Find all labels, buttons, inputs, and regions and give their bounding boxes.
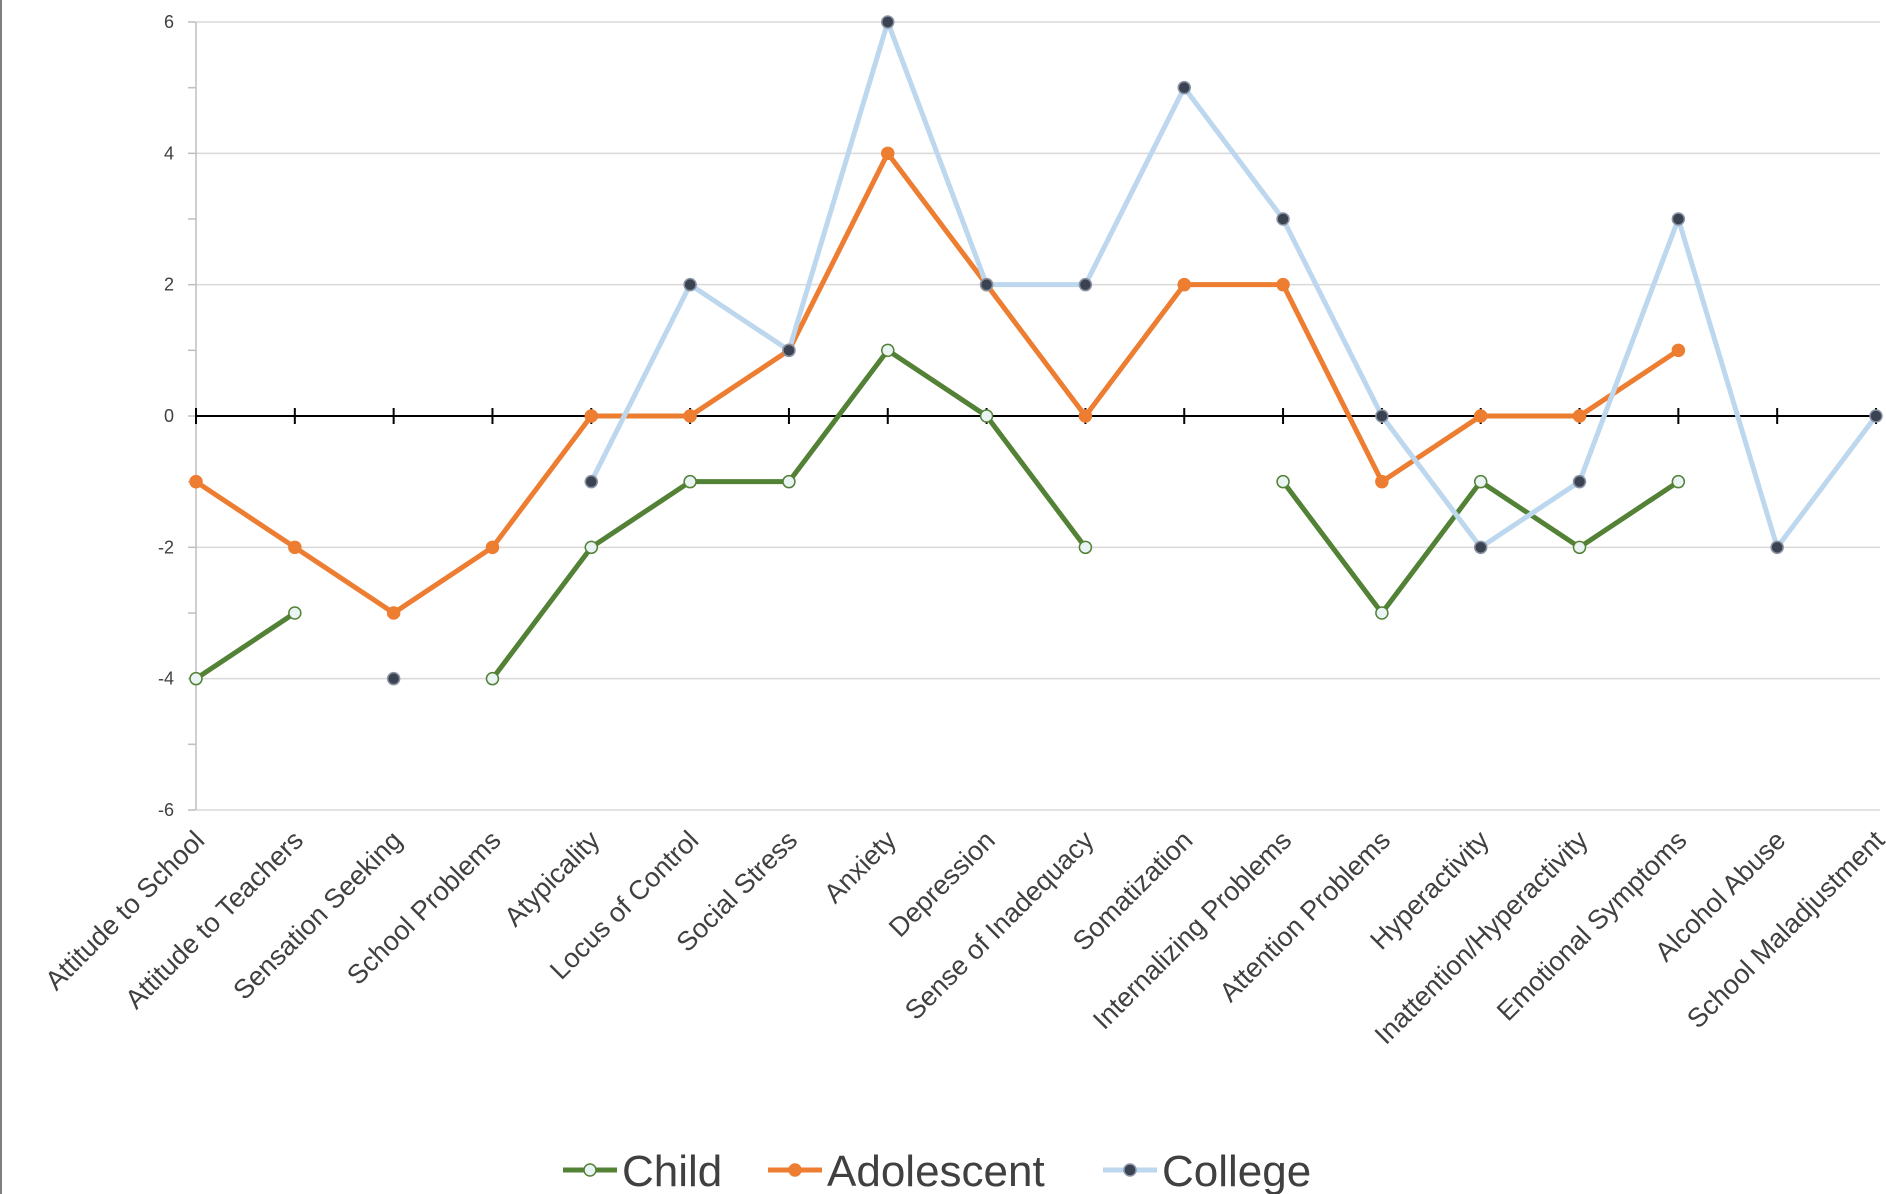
legend-label-adolescent: Adolescent — [827, 1147, 1045, 1194]
series-line-child — [489, 347, 1088, 682]
data-point-adolescent — [1572, 409, 1587, 423]
x-tick-label: Sense of Inadequacy — [899, 825, 1100, 1026]
data-point-college — [1276, 212, 1290, 226]
x-tick-label: Attitude to Teachers — [119, 825, 309, 1015]
y-tick-label: -2 — [158, 537, 174, 557]
data-point-adolescent — [683, 409, 697, 423]
y-tick-label: 4 — [164, 143, 174, 163]
y-tick-label: 6 — [164, 12, 174, 32]
data-point-college — [782, 343, 796, 358]
x-tick-label: School Maladjustment — [1681, 825, 1886, 1034]
legend-label-child: Child — [622, 1147, 722, 1194]
legend-label-college: College — [1162, 1147, 1311, 1194]
x-tick-label: Emotional Symptoms — [1491, 825, 1693, 1027]
data-point-child — [1572, 540, 1587, 555]
data-point-child — [979, 409, 994, 423]
data-point-adolescent — [1375, 474, 1389, 489]
data-point-child — [288, 606, 302, 620]
legend-marker-child — [583, 1163, 597, 1177]
y-tick-label: -4 — [158, 669, 174, 689]
data-point-adolescent — [1671, 343, 1686, 358]
y-tick-label: -6 — [158, 800, 174, 820]
data-point-child — [1375, 606, 1389, 620]
data-point-college — [1671, 212, 1686, 226]
data-point-child — [485, 671, 500, 686]
series-line-child — [193, 610, 298, 682]
data-point-child — [189, 671, 203, 686]
data-point-college — [1770, 540, 1784, 555]
data-point-child — [584, 540, 599, 555]
y-tick-label: 0 — [164, 406, 174, 426]
data-point-college — [1572, 474, 1587, 489]
gridlines — [196, 21, 1880, 811]
data-point-child — [1276, 474, 1290, 489]
data-point-college — [881, 15, 895, 29]
data-point-college — [386, 671, 401, 686]
data-point-adolescent — [1473, 409, 1488, 423]
x-tick-label: Attention Problems — [1214, 825, 1397, 1008]
x-tick-label: Atypicality — [498, 825, 606, 933]
series-line-college — [588, 19, 1879, 550]
x-tick-label: Anxiety — [818, 825, 902, 909]
legend-marker-college — [1123, 1163, 1137, 1177]
data-point-adolescent — [386, 606, 401, 620]
data-point-college — [1375, 409, 1389, 423]
series-line-adolescent — [193, 150, 1681, 616]
y-tick-label: 2 — [164, 275, 174, 295]
data-point-child — [1671, 474, 1686, 489]
data-point-adolescent — [584, 409, 599, 423]
data-point-child — [881, 343, 895, 358]
data-point-college — [584, 474, 599, 489]
legend: Child Adolescent College — [563, 1147, 1311, 1194]
data-point-college — [1869, 409, 1883, 423]
x-tick-label: Sensation Seeking — [227, 825, 407, 1005]
data-point-adolescent — [288, 540, 302, 555]
data-point-college — [1078, 277, 1093, 292]
x-tick-label: Internalizing Problems — [1087, 825, 1297, 1035]
data-point-college — [683, 277, 697, 292]
data-markers — [189, 15, 1883, 686]
data-point-college — [979, 277, 994, 292]
data-point-child — [1473, 474, 1488, 489]
data-point-adolescent — [881, 146, 895, 161]
data-point-child — [1078, 540, 1093, 555]
data-point-college — [1473, 540, 1488, 555]
legend-marker-adolescent — [788, 1163, 802, 1177]
data-point-college — [1177, 80, 1191, 95]
data-point-child — [782, 474, 796, 489]
data-point-adolescent — [1078, 409, 1093, 423]
data-point-adolescent — [1276, 277, 1290, 292]
data-point-adolescent — [485, 540, 500, 555]
data-point-adolescent — [189, 474, 203, 489]
data-point-child — [683, 474, 697, 489]
data-point-adolescent — [1177, 277, 1191, 292]
series-lines — [193, 19, 1879, 682]
